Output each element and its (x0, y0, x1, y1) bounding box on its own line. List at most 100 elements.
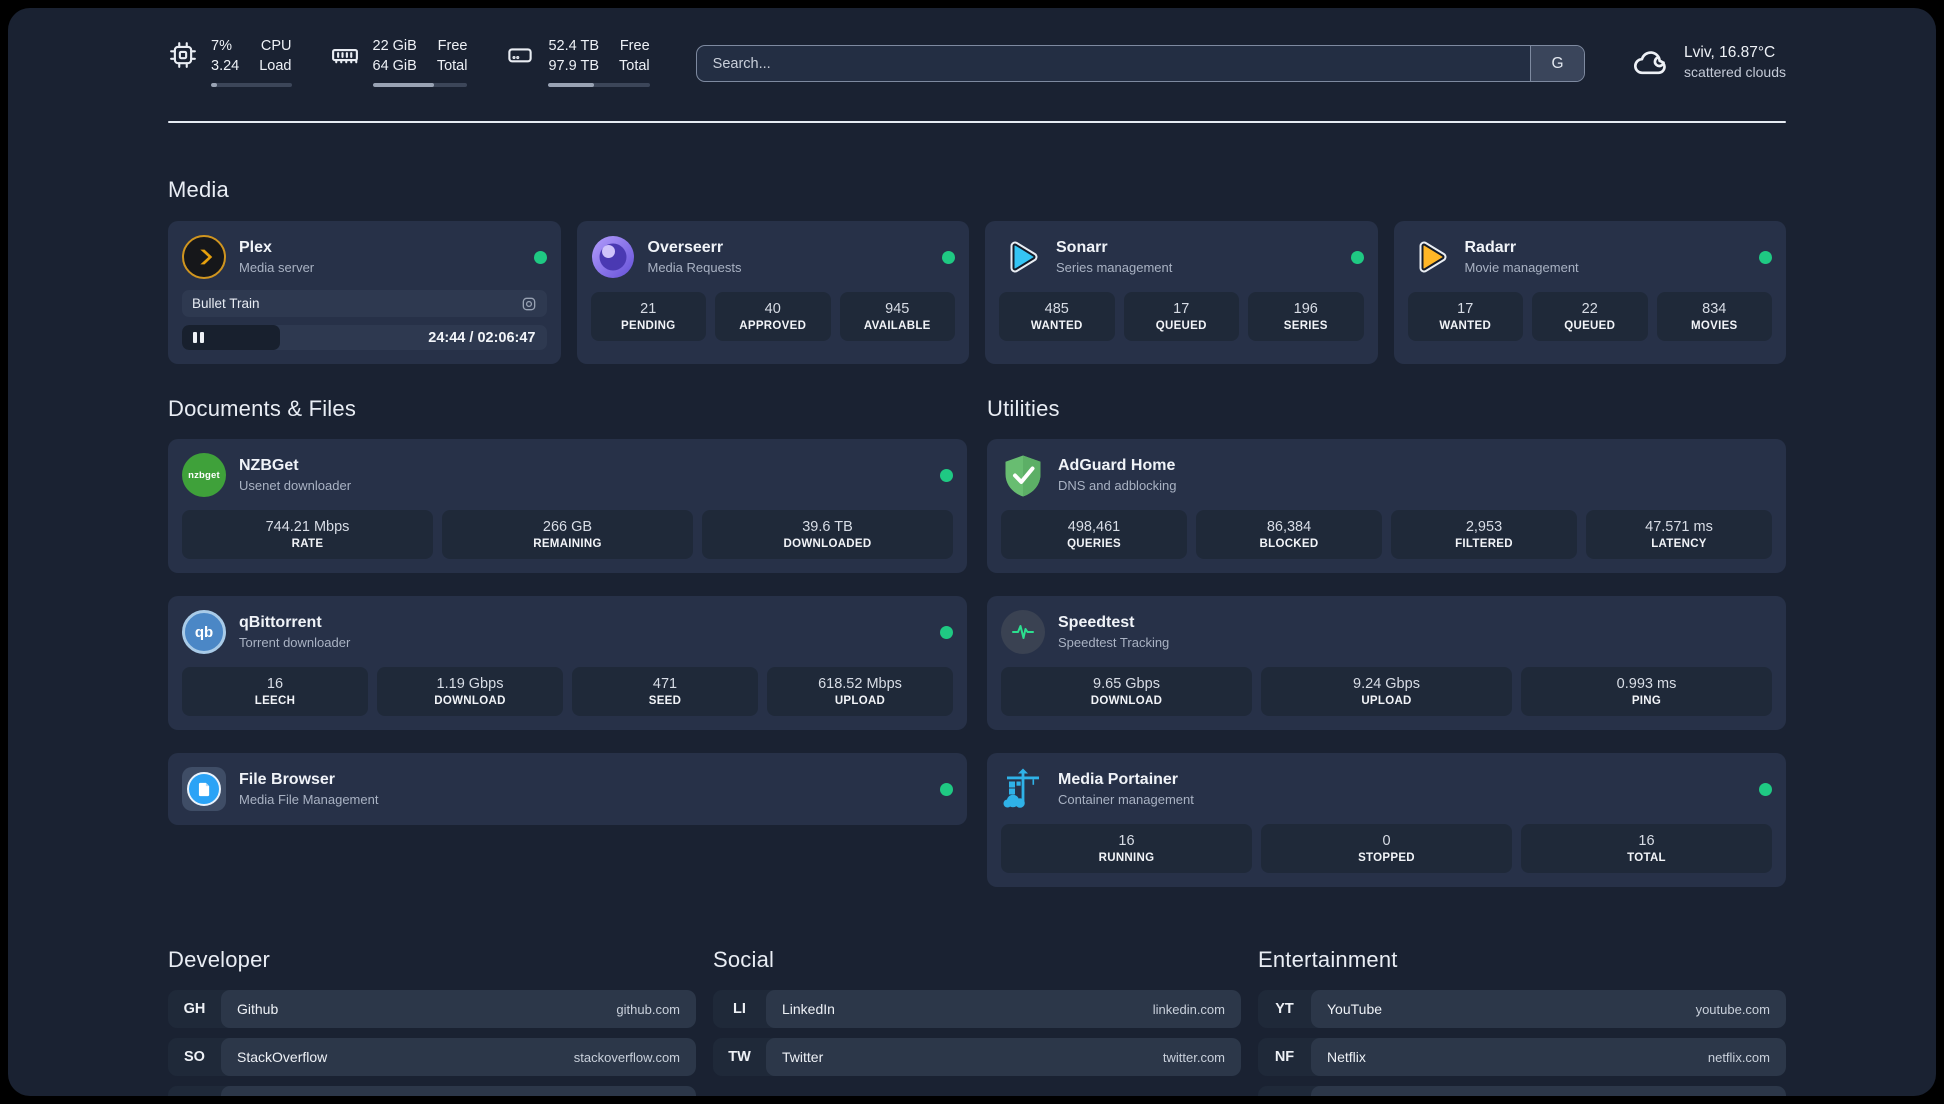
search-input[interactable] (696, 55, 1531, 72)
documents-section-title: Documents & Files (168, 396, 357, 422)
app-card-nzbget[interactable]: nzbget NZBGet Usenet downloader 744.21 M… (168, 439, 967, 574)
stat-approved: 40 APPROVED (715, 292, 831, 342)
adguard-icon (1001, 453, 1045, 497)
app-description: Usenet downloader (239, 478, 352, 494)
media-section-title: Media (168, 177, 229, 203)
status-dot (533, 250, 547, 264)
radarr-icon (1408, 235, 1452, 279)
playback-elapsed (182, 325, 281, 351)
app-card-filebrowser[interactable]: File Browser Media File Management (168, 753, 967, 826)
top-bar: 7% 3.24 CPU Load (8, 8, 1936, 88)
app-card-plex[interactable]: Plex Media server Bullet Train (168, 221, 561, 365)
stat-leech: 16 LEECH (182, 667, 368, 717)
stat-value: 86,384 (1266, 519, 1312, 536)
header-divider (168, 121, 1786, 124)
section-documents: Documents & Files nzbget NZBGet Usenet d… (168, 396, 967, 887)
stat-value: 266 GB (542, 519, 593, 536)
link-name: LinkedIn (782, 1001, 835, 1018)
disk-free-label: Free (619, 38, 650, 54)
stat-label: WANTED (1439, 320, 1492, 333)
app-name: NZBGet (239, 457, 299, 475)
playback-progress-bar[interactable]: 24:44 / 02:06:47 (182, 325, 547, 351)
stat-label: TOTAL (1627, 852, 1666, 865)
stat-value: 9.24 Gbps (1353, 676, 1420, 693)
stat-label: RATE (291, 538, 324, 551)
app-name: Plex (239, 239, 272, 257)
ram-free-value: 22 GiB (372, 38, 417, 54)
stat-value: 17 (1457, 301, 1474, 318)
link-name: Netflix (1327, 1049, 1366, 1066)
app-description: Series management (1056, 260, 1173, 276)
link-url: github.com (616, 1001, 680, 1017)
link-abbr: RE (1258, 1086, 1311, 1096)
app-card-qbittorrent[interactable]: qb qBittorrent Torrent downloader 16 (168, 596, 967, 731)
link-linkedin[interactable]: LI LinkedIn linkedin.com (713, 990, 1241, 1029)
stat-remaining: 266 GB REMAINING (442, 510, 693, 560)
app-name: Speedtest (1058, 614, 1135, 632)
link-reddit[interactable]: RE Reddit reddit.com (1258, 1086, 1786, 1096)
link-netflix[interactable]: NF Netflix netflix.com (1258, 1038, 1786, 1077)
stat-label: DOWNLOAD (434, 695, 506, 708)
stat-queued: 17 QUEUED (1123, 292, 1239, 342)
stat-value: 471 (652, 676, 678, 693)
ram-progress-bar (372, 82, 468, 88)
cloud-icon (1631, 42, 1671, 82)
stat-available: 945 AVAILABLE (839, 292, 955, 342)
stat-value: 1.19 Gbps (436, 676, 504, 693)
weather-location-temp: Lviv, 16.87°C (1684, 43, 1776, 61)
now-playing-title: Bullet Train (192, 296, 260, 312)
stat-label: LATENCY (1651, 538, 1707, 551)
section-developer: Developer GH Github github.com SO StackO… (168, 947, 696, 1096)
app-name: qBittorrent (239, 614, 322, 632)
search-bar[interactable]: G (695, 45, 1586, 83)
link-youtube[interactable]: YT YouTube youtube.com (1258, 990, 1786, 1029)
stat-movies: 834 MOVIES (1656, 292, 1772, 342)
stat-upload: 9.24 Gbps UPLOAD (1261, 667, 1512, 717)
stat-stopped: 0 STOPPED (1261, 824, 1512, 874)
stat-value: 22 (1581, 301, 1598, 318)
link-dev[interactable]: DT DEV dev.to (168, 1086, 696, 1096)
app-description: DNS and adblocking (1058, 478, 1177, 494)
now-playing-row: Bullet Train (182, 290, 547, 318)
stat-value: 834 (1702, 301, 1727, 318)
app-card-overseerr[interactable]: Overseerr Media Requests 21 PENDING 40 A… (576, 221, 969, 365)
link-abbr: DT (168, 1086, 221, 1096)
app-description: Torrent downloader (239, 635, 351, 651)
stat-ping: 0.993 ms PING (1521, 667, 1772, 717)
app-card-portainer[interactable]: Media Portainer Container management 16 … (987, 753, 1786, 888)
stat-value: 17 (1173, 301, 1190, 318)
link-abbr: SO (184, 1049, 205, 1066)
search-engine-button[interactable]: G (1530, 46, 1585, 82)
hardware-stats: 7% 3.24 CPU Load (168, 36, 650, 88)
link-stackoverflow[interactable]: SO StackOverflow stackoverflow.com (168, 1038, 696, 1077)
link-twitter[interactable]: TW Twitter twitter.com (713, 1038, 1241, 1077)
stat-value: 16 (1638, 833, 1655, 850)
link-url: netflix.com (1707, 1049, 1770, 1065)
app-card-adguard[interactable]: AdGuard Home DNS and adblocking 498,461 … (987, 439, 1786, 574)
link-abbr: GH (183, 1001, 206, 1018)
stat-label: AVAILABLE (863, 320, 931, 333)
portainer-icon (1001, 767, 1045, 811)
link-abbr: NF (1274, 1049, 1295, 1066)
stats-row: 485 WANTED 17 QUEUED 196 SERIES (999, 292, 1364, 342)
sonarr-icon (999, 235, 1043, 279)
disk-icon (505, 40, 535, 70)
app-card-radarr[interactable]: Radarr Movie management 17 WANTED 22 QUE… (1393, 221, 1786, 365)
weather-widget[interactable]: Lviv, 16.87°C scattered clouds (1631, 42, 1786, 82)
stat-label: LEECH (254, 695, 296, 708)
stat-wanted: 17 WANTED (1407, 292, 1523, 342)
pause-icon[interactable] (193, 332, 204, 344)
link-github[interactable]: GH Github github.com (168, 990, 696, 1029)
link-url: youtube.com (1695, 1001, 1770, 1017)
disk-free-value: 52.4 TB (548, 38, 600, 54)
memory-widget: 22 GiB 64 GiB Free Total (330, 36, 468, 88)
app-name: Radarr (1464, 239, 1517, 257)
stat-label: APPROVED (739, 320, 807, 333)
app-name: File Browser (239, 771, 336, 789)
app-card-speedtest[interactable]: Speedtest Speedtest Tracking 9.65 Gbps D… (987, 596, 1786, 731)
stat-label: PENDING (621, 320, 676, 333)
stat-label: SEED (648, 695, 682, 708)
plex-icon (182, 235, 226, 280)
app-card-sonarr[interactable]: Sonarr Series management 485 WANTED 17 Q… (985, 221, 1378, 365)
stat-label: REMAINING (533, 538, 602, 551)
